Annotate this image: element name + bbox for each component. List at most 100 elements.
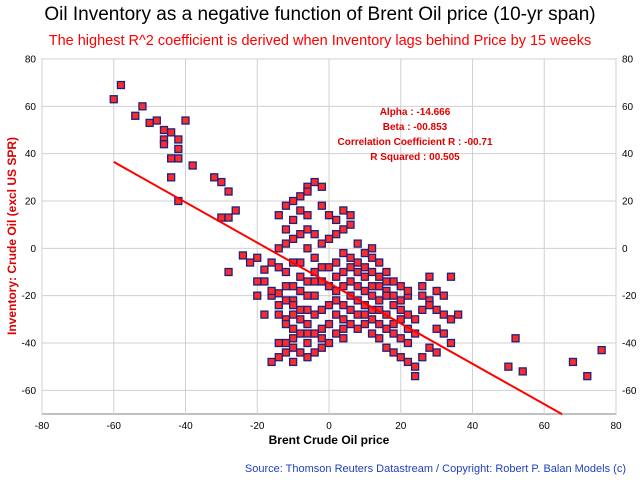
data-point	[403, 286, 413, 296]
data-point	[396, 305, 405, 315]
data-point	[432, 286, 441, 296]
y-tick-label-right: -40	[622, 339, 637, 350]
data-point	[418, 305, 427, 315]
data-point	[367, 267, 377, 277]
x-tick-label: 80	[610, 421, 622, 432]
data-point	[511, 334, 520, 343]
data-point	[303, 329, 312, 338]
data-point	[375, 282, 384, 291]
x-tick-label: 20	[395, 421, 407, 432]
y-tick-label: 20	[25, 197, 37, 208]
y-tick-label-right: 60	[622, 102, 634, 113]
data-point	[188, 161, 197, 170]
data-point	[303, 211, 312, 220]
data-point	[324, 263, 334, 272]
data-point	[324, 234, 334, 244]
data-point	[518, 367, 527, 376]
data-point	[332, 272, 341, 281]
data-point	[332, 258, 341, 267]
data-point	[375, 334, 384, 343]
y-tick-label: 40	[25, 149, 37, 160]
data-point	[166, 128, 176, 137]
data-point	[346, 253, 355, 262]
data-point	[453, 310, 463, 319]
y-tick-label-right: -60	[622, 386, 637, 397]
data-point	[425, 300, 434, 310]
data-point	[260, 265, 269, 274]
data-point	[367, 329, 377, 338]
data-point	[403, 310, 413, 319]
data-point	[439, 310, 448, 319]
y-tick-label: 80	[25, 55, 37, 66]
data-point	[346, 263, 355, 272]
data-point	[339, 206, 348, 215]
data-point	[389, 277, 398, 286]
data-point	[288, 334, 298, 343]
stat-beta: Beta : -00.853	[383, 122, 448, 133]
data-point	[288, 357, 298, 367]
data-point	[303, 305, 312, 315]
data-point	[339, 300, 348, 310]
data-point	[396, 282, 405, 291]
data-point	[353, 324, 362, 333]
data-point	[138, 102, 147, 111]
data-point	[296, 229, 305, 239]
data-point	[375, 319, 384, 329]
data-point	[367, 291, 377, 300]
data-point	[332, 215, 341, 225]
data-point	[382, 267, 391, 277]
data-point	[238, 251, 248, 260]
data-point	[303, 319, 312, 329]
stat-r-squared: R Squared : 00.505	[370, 152, 460, 163]
data-point	[339, 267, 348, 277]
data-point	[339, 324, 348, 333]
data-point	[174, 144, 183, 154]
data-point	[396, 334, 405, 343]
data-point	[353, 258, 362, 267]
y-tick-label-right: -20	[622, 291, 637, 302]
data-point	[375, 296, 384, 305]
data-point	[281, 338, 291, 348]
regression-stats: Alpha : -14.666 Beta : -00.853 Correlati…	[337, 107, 492, 163]
data-point	[303, 187, 312, 196]
data-point	[389, 348, 398, 357]
data-point	[367, 315, 377, 324]
data-point	[410, 315, 420, 324]
data-point	[224, 213, 233, 222]
data-point	[353, 310, 362, 319]
data-point	[346, 220, 355, 229]
data-point	[339, 282, 348, 291]
data-point	[332, 310, 341, 319]
data-point	[439, 329, 448, 338]
data-point	[418, 282, 427, 291]
y-tick-label-right: 40	[622, 149, 634, 160]
data-point	[281, 225, 291, 234]
data-point	[245, 258, 255, 267]
data-point	[303, 338, 312, 348]
data-point	[367, 244, 377, 253]
y-tick-label: -20	[22, 291, 37, 302]
data-point	[439, 291, 448, 300]
data-point	[389, 300, 398, 310]
data-point	[332, 296, 341, 305]
data-point	[324, 338, 334, 348]
data-point	[382, 291, 391, 300]
data-point	[281, 296, 291, 305]
data-point	[583, 371, 592, 381]
data-point	[288, 310, 298, 319]
data-point	[360, 272, 370, 281]
x-axis-title: Brent Crude Oil price	[269, 433, 390, 447]
data-point	[367, 253, 377, 262]
data-point	[403, 338, 413, 348]
data-point	[267, 357, 276, 367]
data-point	[324, 319, 334, 329]
data-point	[303, 353, 312, 362]
data-point	[389, 319, 398, 329]
data-point	[145, 118, 154, 128]
data-point	[367, 282, 377, 291]
y-axis-right: -60 -40 -20 0 20 40 60 80	[622, 55, 637, 397]
data-point	[375, 272, 384, 281]
data-point	[181, 116, 190, 125]
data-point	[116, 80, 126, 90]
